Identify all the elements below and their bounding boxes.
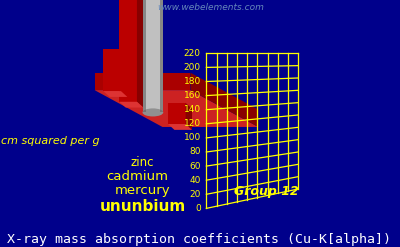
Polygon shape: [190, 73, 258, 127]
Polygon shape: [95, 90, 258, 127]
Text: 180: 180: [184, 77, 201, 86]
Polygon shape: [142, 0, 146, 112]
Polygon shape: [168, 124, 192, 130]
Text: X-ray mass absorption coefficients (Cu-K[alpha]): X-ray mass absorption coefficients (Cu-K…: [7, 233, 391, 246]
Polygon shape: [95, 73, 190, 90]
Text: 80: 80: [189, 147, 201, 157]
Text: 220: 220: [184, 49, 201, 58]
Polygon shape: [168, 103, 186, 124]
Text: mercury: mercury: [115, 185, 170, 197]
Text: 20: 20: [190, 190, 201, 199]
Polygon shape: [142, 0, 163, 112]
Text: www.webelements.com: www.webelements.com: [157, 3, 264, 12]
Text: 200: 200: [184, 63, 201, 72]
Polygon shape: [103, 91, 127, 97]
Polygon shape: [103, 49, 121, 91]
Text: 40: 40: [190, 176, 201, 185]
Polygon shape: [119, 0, 137, 102]
Text: Group 12: Group 12: [234, 185, 299, 198]
Text: cadmium: cadmium: [106, 170, 168, 183]
Text: cm squared per g: cm squared per g: [1, 136, 100, 145]
Text: ununbium: ununbium: [99, 199, 186, 214]
Ellipse shape: [142, 108, 163, 116]
Text: 60: 60: [189, 162, 201, 171]
Text: 160: 160: [184, 91, 201, 100]
Text: 0: 0: [195, 204, 201, 213]
Text: 100: 100: [184, 133, 201, 142]
Text: zinc: zinc: [131, 156, 154, 169]
Polygon shape: [121, 49, 127, 97]
Polygon shape: [119, 102, 143, 108]
Polygon shape: [160, 0, 163, 112]
Text: 120: 120: [184, 119, 201, 128]
Polygon shape: [186, 103, 192, 130]
Text: 140: 140: [184, 105, 201, 114]
Polygon shape: [137, 0, 143, 108]
